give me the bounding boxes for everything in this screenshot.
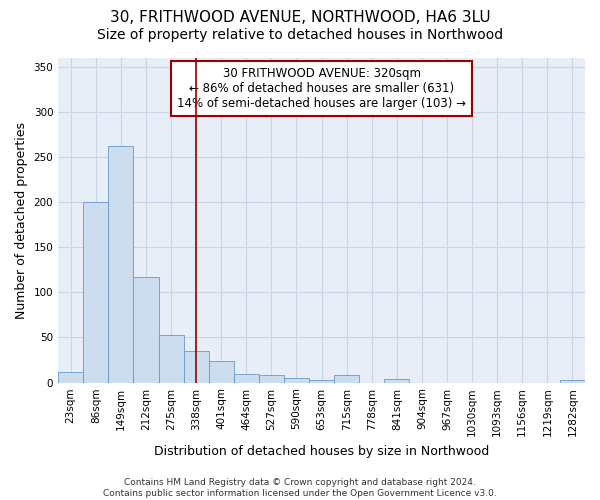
Bar bbox=[334, 376, 359, 382]
Bar bbox=[284, 378, 309, 382]
Bar bbox=[109, 146, 133, 382]
Bar bbox=[259, 376, 284, 382]
X-axis label: Distribution of detached houses by size in Northwood: Distribution of detached houses by size … bbox=[154, 444, 489, 458]
Bar bbox=[133, 277, 158, 382]
Bar bbox=[309, 380, 334, 382]
Bar bbox=[234, 374, 259, 382]
Bar bbox=[209, 361, 234, 382]
Text: Contains HM Land Registry data © Crown copyright and database right 2024.
Contai: Contains HM Land Registry data © Crown c… bbox=[103, 478, 497, 498]
Bar bbox=[158, 334, 184, 382]
Bar bbox=[184, 351, 209, 382]
Bar bbox=[58, 372, 83, 382]
Y-axis label: Number of detached properties: Number of detached properties bbox=[15, 122, 28, 318]
Text: 30 FRITHWOOD AVENUE: 320sqm
← 86% of detached houses are smaller (631)
14% of se: 30 FRITHWOOD AVENUE: 320sqm ← 86% of det… bbox=[177, 68, 466, 110]
Text: 30, FRITHWOOD AVENUE, NORTHWOOD, HA6 3LU: 30, FRITHWOOD AVENUE, NORTHWOOD, HA6 3LU bbox=[110, 10, 490, 25]
Bar bbox=[385, 379, 409, 382]
Bar bbox=[560, 380, 585, 382]
Bar bbox=[83, 202, 109, 382]
Text: Size of property relative to detached houses in Northwood: Size of property relative to detached ho… bbox=[97, 28, 503, 42]
